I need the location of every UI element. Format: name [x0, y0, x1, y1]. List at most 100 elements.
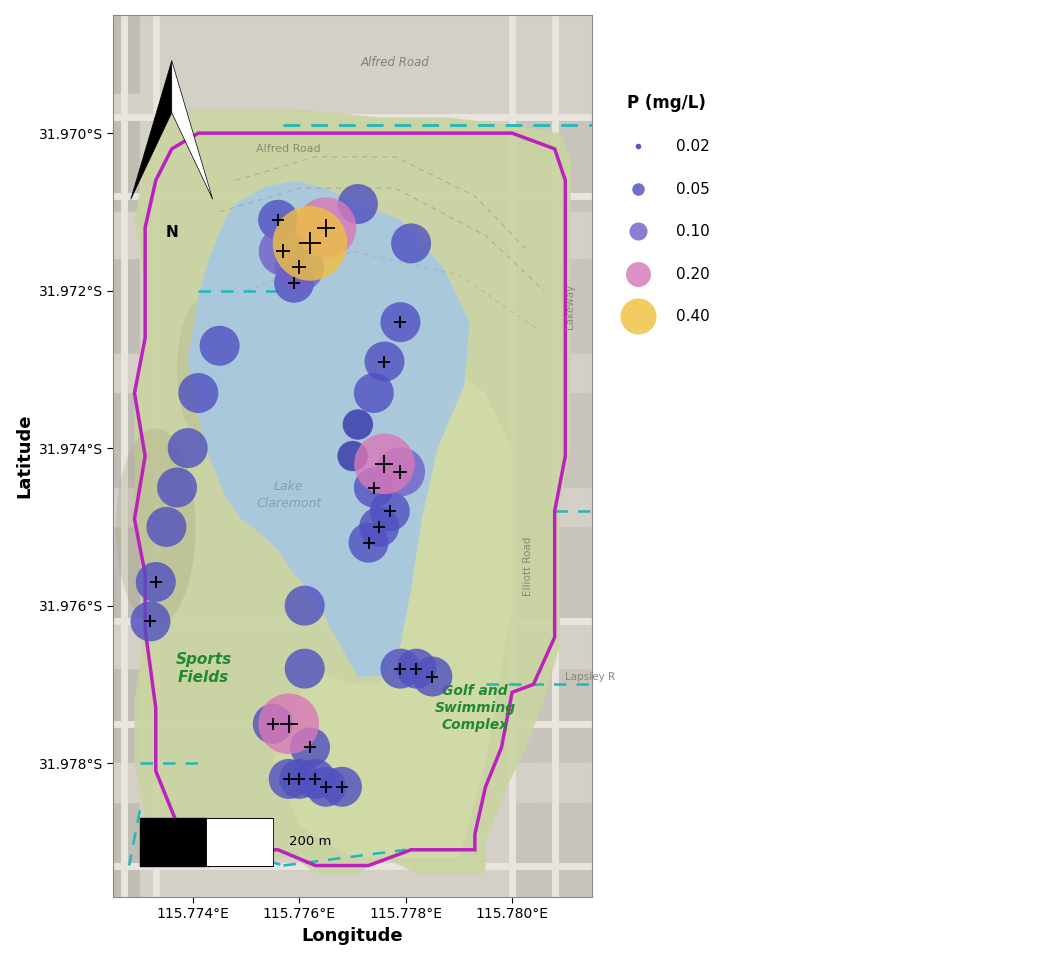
Point [360, 535, 377, 550]
Polygon shape [188, 180, 470, 677]
Point [148, 574, 165, 589]
Bar [113, 0, 139, 94]
Point [376, 354, 393, 370]
Bar [544, 803, 592, 897]
X-axis label: Longitude: Longitude [302, 927, 403, 945]
Point [381, 503, 398, 518]
Point [285, 276, 302, 291]
Point [365, 385, 382, 400]
Bar [113, 117, 139, 212]
Text: Lakeway: Lakeway [565, 284, 576, 329]
Point [280, 716, 297, 732]
Polygon shape [134, 109, 570, 874]
Point [392, 464, 409, 479]
Point [285, 276, 302, 291]
Point [318, 780, 335, 795]
Point [291, 771, 308, 786]
Point [376, 456, 393, 471]
Point [291, 259, 308, 275]
Point [381, 503, 398, 518]
Point [269, 212, 286, 228]
Text: 200 m: 200 m [288, 835, 332, 849]
Point [169, 480, 186, 495]
Point [371, 519, 388, 535]
Point [180, 441, 196, 456]
Point [376, 354, 393, 370]
Point [158, 519, 175, 535]
Text: Sports
Fields: Sports Fields [175, 652, 231, 685]
Point [344, 448, 361, 464]
Legend: 0.02, 0.05, 0.10, 0.20, 0.40: 0.02, 0.05, 0.10, 0.20, 0.40 [604, 76, 728, 343]
Point [190, 385, 207, 400]
Bar [544, 669, 592, 763]
Point [291, 771, 308, 786]
Point [392, 464, 409, 479]
Text: N: N [166, 226, 178, 240]
Point [376, 456, 393, 471]
Point [371, 519, 388, 535]
Point [307, 771, 324, 786]
Point [280, 771, 297, 786]
Text: Alfred Road: Alfred Road [361, 56, 430, 69]
Point [142, 613, 158, 629]
Bar [113, 259, 139, 353]
Point [318, 780, 335, 795]
Point [423, 669, 440, 684]
Point [318, 220, 335, 235]
Bar [512, 393, 560, 488]
Point [291, 259, 308, 275]
Bar [512, 117, 560, 212]
Text: Elliott Road: Elliott Road [523, 537, 533, 596]
Point [264, 716, 281, 732]
Point [423, 669, 440, 684]
Text: Lake
Claremont: Lake Claremont [257, 480, 321, 511]
Point [334, 780, 351, 795]
Point [280, 771, 297, 786]
Bar [544, 393, 592, 488]
Bar [512, 259, 560, 353]
Bar [113, 669, 139, 763]
Point [302, 740, 319, 756]
Polygon shape [172, 60, 212, 200]
Point [302, 236, 319, 252]
Point [365, 480, 382, 495]
Bar [512, 669, 560, 763]
Point [360, 535, 377, 550]
Text: Lapsley R: Lapsley R [565, 672, 616, 682]
Ellipse shape [116, 428, 195, 625]
Bar [544, 259, 592, 353]
Point [392, 315, 409, 330]
Point [142, 613, 158, 629]
Point [350, 197, 366, 212]
Point [211, 338, 228, 353]
Point [275, 244, 291, 259]
Bar [512, 527, 560, 621]
Point [392, 661, 409, 677]
Point [402, 236, 419, 252]
Point [392, 315, 409, 330]
Point [148, 574, 165, 589]
Point [408, 661, 425, 677]
Bar [113, 393, 139, 488]
Text: Alfred Road: Alfred Road [257, 144, 321, 154]
Point [269, 212, 286, 228]
Point [392, 661, 409, 677]
Point [297, 598, 314, 613]
Bar [113, 527, 139, 621]
Bar [544, 527, 592, 621]
Polygon shape [131, 60, 172, 200]
Point [302, 236, 319, 252]
Bar [544, 117, 592, 212]
Bar [512, 803, 560, 897]
Point [334, 780, 351, 795]
Point [264, 716, 281, 732]
Polygon shape [272, 353, 512, 857]
Point [280, 716, 297, 732]
Text: Golf and
Swimming
Complex: Golf and Swimming Complex [434, 684, 515, 732]
Point [307, 771, 324, 786]
Ellipse shape [177, 299, 230, 441]
Point [302, 740, 319, 756]
Point [408, 661, 425, 677]
Point [297, 661, 314, 677]
Y-axis label: Latitude: Latitude [15, 414, 33, 498]
